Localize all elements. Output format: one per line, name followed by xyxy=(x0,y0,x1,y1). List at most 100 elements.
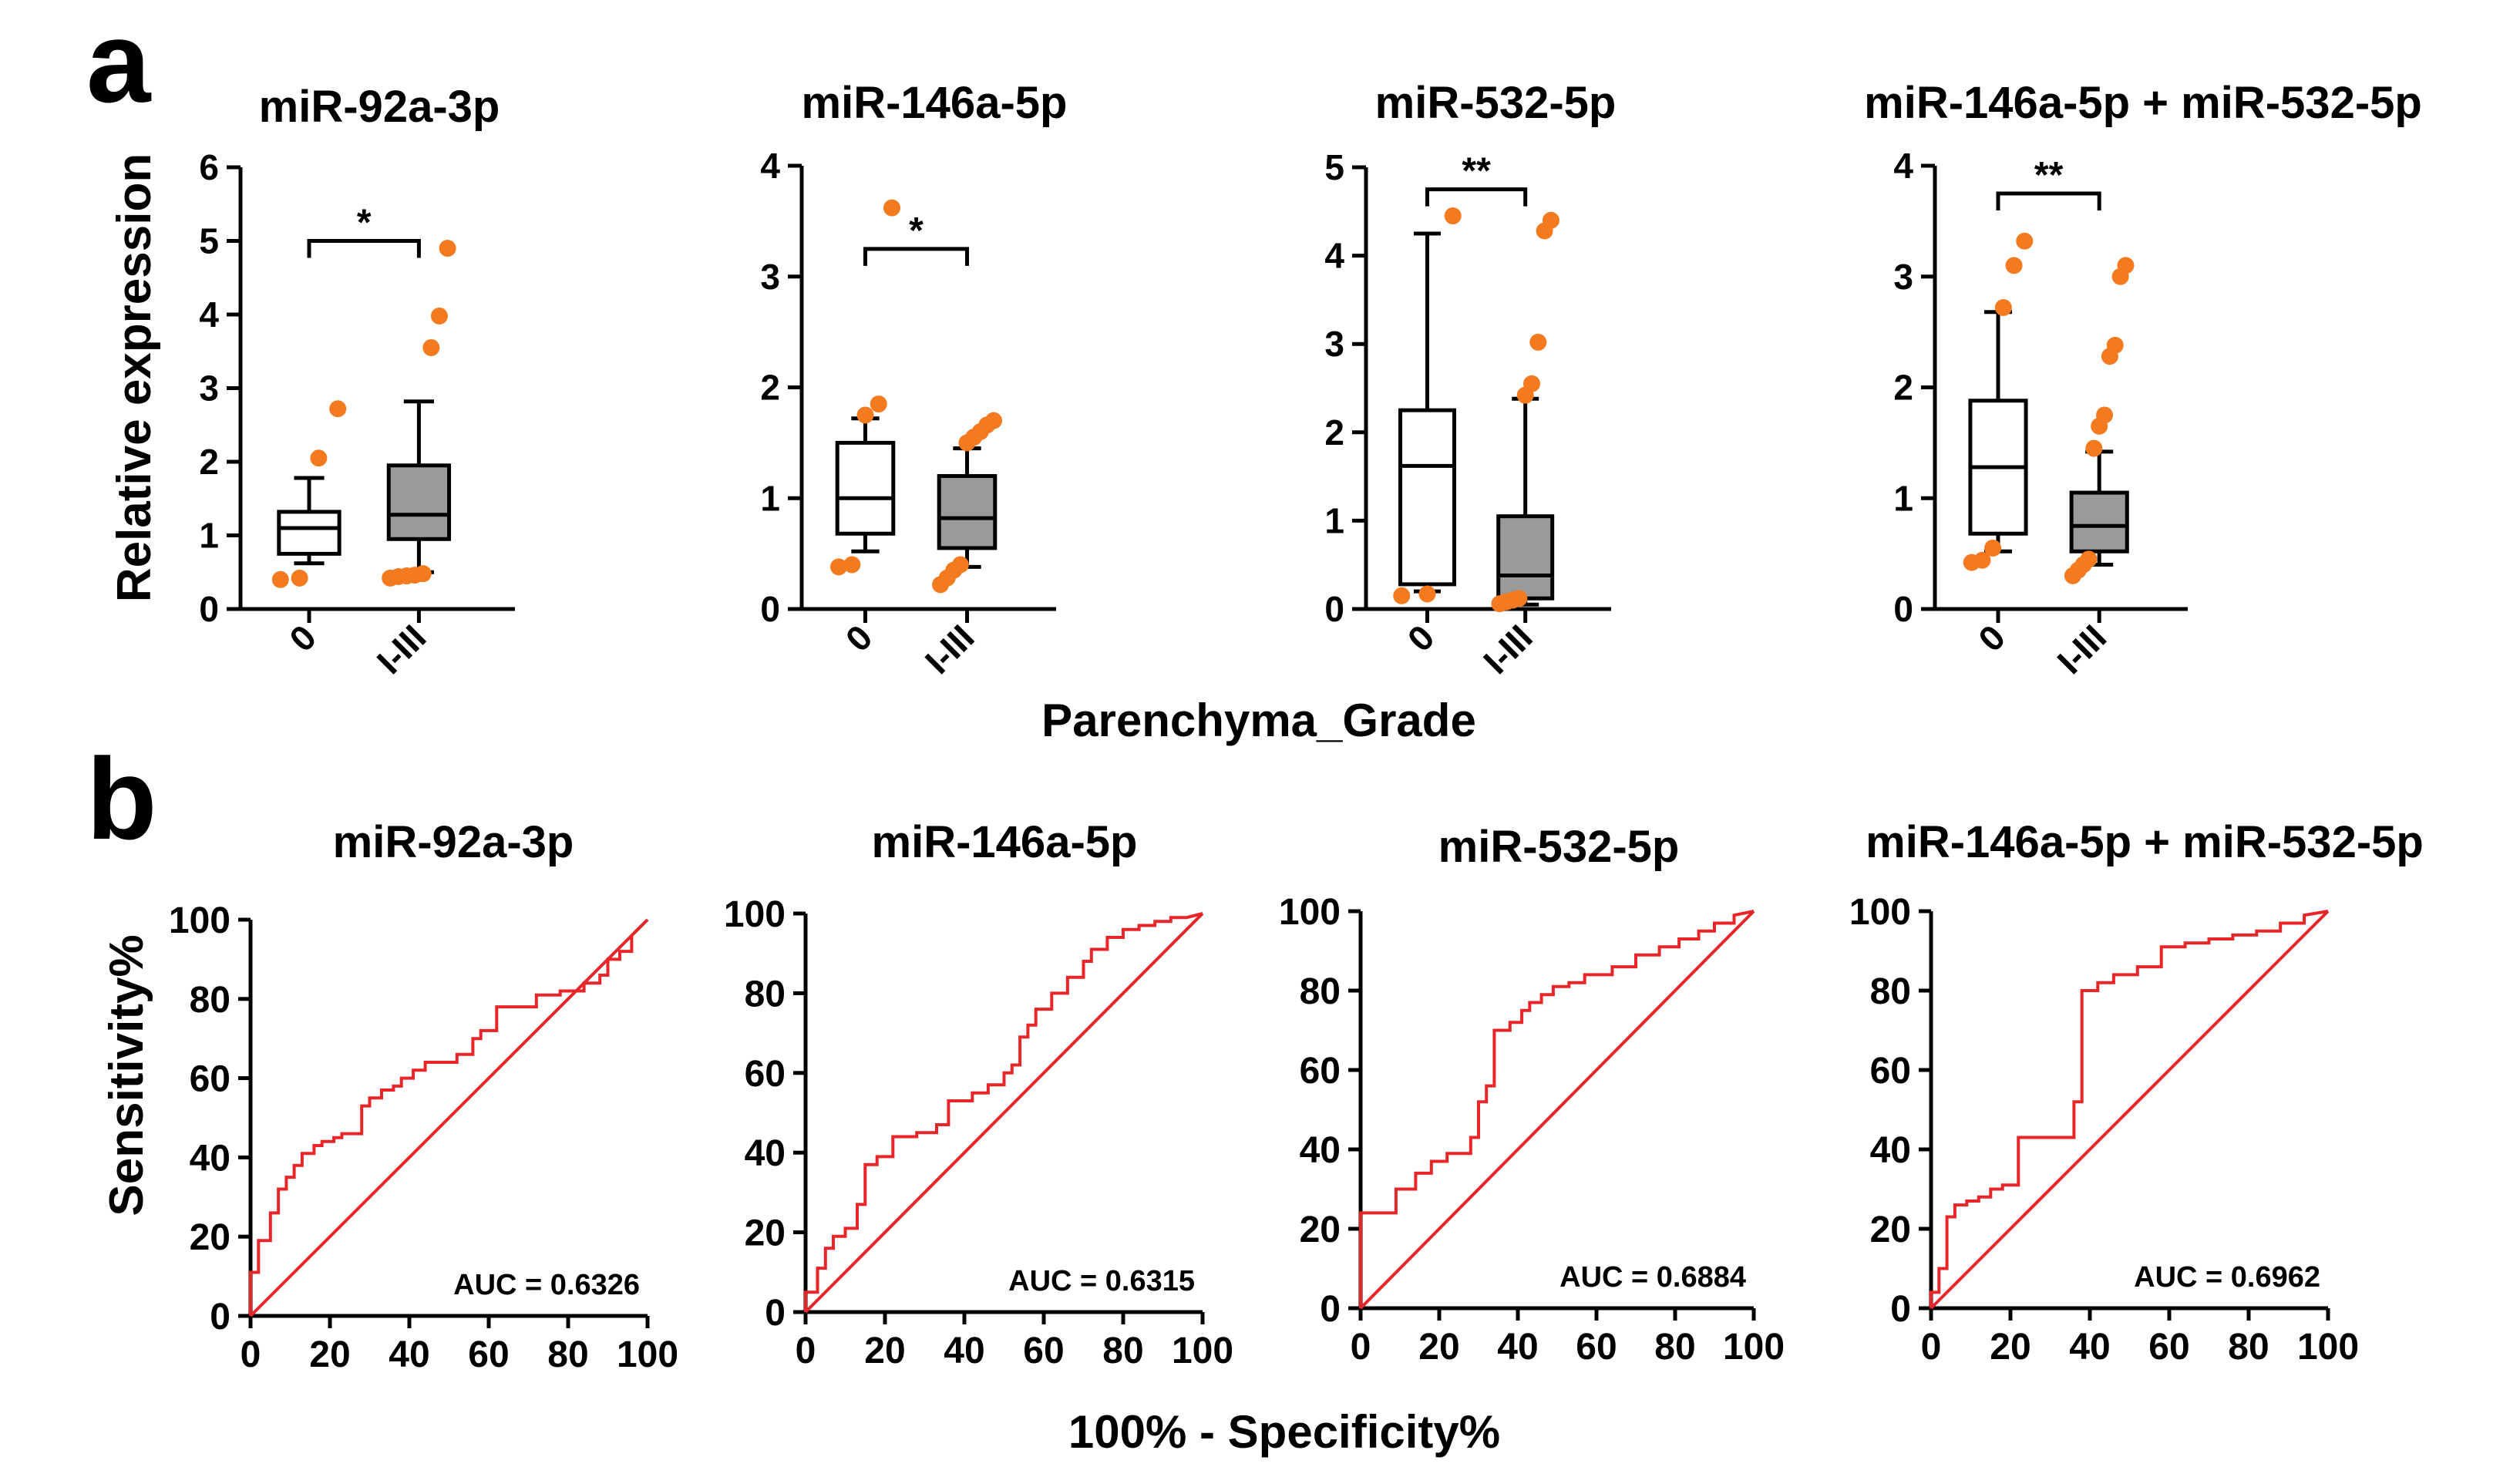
y-tick-label: 0 xyxy=(765,1293,786,1334)
outlier-point xyxy=(843,556,861,574)
y-tick-label: 100 xyxy=(1279,892,1341,933)
y-tick-label: 1 xyxy=(199,516,219,556)
y-tick-label: 0 xyxy=(1893,589,1913,629)
chart-title: miR-92a-3p xyxy=(333,817,574,867)
outlier-point xyxy=(2117,257,2135,274)
y-tick-label: 4 xyxy=(760,146,780,186)
x-tick-label: 0 xyxy=(1351,1327,1371,1368)
auc-label: AUC = 0.6315 xyxy=(1008,1265,1195,1297)
x-tick-label: 40 xyxy=(2069,1327,2110,1368)
outlier-point xyxy=(329,400,347,418)
panel-label-b: b xyxy=(86,734,157,863)
y-tick-label: 80 xyxy=(190,980,230,1021)
y-tick-label: 2 xyxy=(1893,368,1913,408)
x-tick-label: I-III xyxy=(917,617,982,681)
chart-title: miR-532-5p xyxy=(1375,78,1617,128)
significance-bracket xyxy=(1425,187,1528,207)
y-tick-label: 1 xyxy=(1893,478,1913,518)
y-tick-label: 1 xyxy=(760,478,780,518)
reference-diagonal xyxy=(1359,910,1755,1310)
x-tick-label: 80 xyxy=(1654,1327,1695,1368)
outlier-point xyxy=(291,569,308,587)
y-tick-label: 80 xyxy=(1300,971,1341,1012)
x-tick-label: 100 xyxy=(617,1334,678,1375)
chart-title: miR-146a-5p + miR-532-5p xyxy=(1866,817,2424,867)
y-tick-label: 0 xyxy=(760,589,780,629)
roc-chart-1: miR-92a-3p 0 20 40 60 80 100 0 20 40 60 80 100 AUC = … xyxy=(169,817,678,1375)
outlier-point xyxy=(1994,299,2012,316)
y-tick-label: 0 xyxy=(1320,1289,1341,1330)
chart-title: miR-92a-3p xyxy=(259,82,500,132)
outlier-point xyxy=(2005,257,2023,274)
panel-label-a: a xyxy=(86,0,152,126)
x-tick-label: 20 xyxy=(1990,1327,2030,1368)
y-tick-label: 2 xyxy=(760,368,780,408)
x-tick-label: I-III xyxy=(2050,617,2115,681)
x-tick-label: I-III xyxy=(1475,617,1540,681)
y-tick-label: 20 xyxy=(1300,1210,1341,1250)
y-tick-label: 100 xyxy=(1849,892,1911,933)
y-tick-label: 60 xyxy=(745,1054,786,1095)
x-tick-label: 100 xyxy=(2297,1327,2359,1368)
y-tick-label: 1 xyxy=(1324,500,1344,540)
y-tick-label: 0 xyxy=(1324,589,1344,629)
significance-label: ** xyxy=(1462,151,1491,192)
y-tick-label: 80 xyxy=(745,974,786,1014)
roc-chart-4: miR-146a-5p + miR-532-5p 0 20 40 60 80 100 0 20 4… xyxy=(1849,817,2424,1368)
chart-title: miR-146a-5p xyxy=(872,817,1138,867)
chart-title: miR-532-5p xyxy=(1438,822,1680,872)
box-iqr xyxy=(1496,514,1555,601)
y-tick-label: 3 xyxy=(760,257,780,297)
x-tick-label: 100 xyxy=(1172,1331,1233,1371)
x-tick-label: 40 xyxy=(1497,1327,1538,1368)
y-tick-label: 3 xyxy=(199,368,219,409)
y-tick-label: 40 xyxy=(1300,1130,1341,1171)
outlier-point xyxy=(422,338,440,356)
outlier-point xyxy=(2096,406,2114,424)
auc-label: AUC = 0.6884 xyxy=(1559,1261,1746,1294)
x-tick-label: 0 xyxy=(838,617,880,659)
box-iqr xyxy=(835,440,896,536)
x-tick-label: I-III xyxy=(369,617,434,681)
x-tick-label: 20 xyxy=(309,1334,350,1375)
y-tick-label: 0 xyxy=(210,1297,230,1337)
x-tick-label: 100 xyxy=(1723,1327,1785,1368)
boxplot-1: miR-92a-3p 0 1 2 3 4 5 6 0 I-III * xyxy=(199,82,515,681)
chart-title: miR-146a-5p + miR-532-5p xyxy=(1864,78,2422,128)
roc-curve xyxy=(804,912,1203,1312)
y-tick-label: 40 xyxy=(1870,1130,1911,1171)
x-tick-label: 0 xyxy=(796,1331,816,1371)
outlier-point xyxy=(870,395,887,413)
x-tick-label: 60 xyxy=(468,1334,509,1375)
x-tick-label: 0 xyxy=(1970,617,2013,659)
box-iqr xyxy=(277,510,341,556)
y-tick-label: 4 xyxy=(199,294,219,335)
outlier-point xyxy=(951,556,969,574)
y-tick-label: 3 xyxy=(1324,324,1344,364)
box-iqr xyxy=(386,463,452,541)
outlier-point xyxy=(2085,439,2103,457)
y-tick-label: 4 xyxy=(1893,146,1913,186)
outlier-point xyxy=(271,570,289,588)
reference-diagonal xyxy=(804,912,1204,1314)
outlier-point xyxy=(1393,587,1411,604)
y-axis-title-a: Relative expression xyxy=(108,153,161,602)
y-tick-label: 4 xyxy=(1324,236,1344,276)
y-tick-label: 0 xyxy=(199,589,219,629)
y-tick-label: 0 xyxy=(1890,1289,1911,1330)
roc-curve xyxy=(1359,910,1755,1308)
y-tick-label: 80 xyxy=(1870,971,1911,1012)
x-tick-label: 0 xyxy=(1400,617,1442,659)
x-axis-title-a: Parenchyma_Grade xyxy=(1041,695,1476,746)
outlier-point xyxy=(830,558,848,576)
y-axis-title-b: Sensitivity% xyxy=(100,934,153,1216)
significance-bracket xyxy=(1996,191,2101,210)
x-tick-label: 20 xyxy=(1418,1327,1459,1368)
significance-label: ** xyxy=(2034,155,2064,196)
x-tick-label: 20 xyxy=(864,1331,905,1371)
x-tick-label: 80 xyxy=(547,1334,588,1375)
y-tick-label: 3 xyxy=(1893,257,1913,297)
x-axis-title-b: 100% - Specificity% xyxy=(1068,1406,1500,1458)
